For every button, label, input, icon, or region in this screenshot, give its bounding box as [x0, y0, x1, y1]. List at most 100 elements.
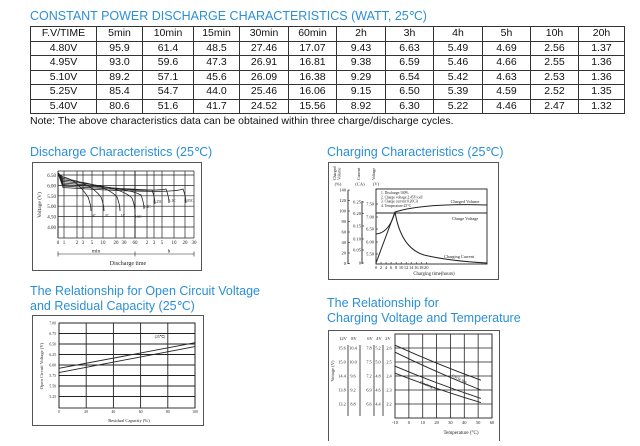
volume-tick-label: 20 — [342, 251, 347, 256]
voltage-scale-label: 15.0 — [338, 360, 346, 365]
value-cell: 6.50 — [385, 84, 434, 100]
y-tick-label: 5.50 — [47, 195, 56, 200]
temp-chart-title-1: The Relationship for — [327, 296, 439, 310]
value-cell: 1.35 — [578, 84, 625, 100]
voltage-scale-label: 2.3 — [386, 388, 391, 393]
discharge-curve — [57, 172, 136, 213]
value-cell: 15.56 — [288, 98, 337, 114]
x-tick-label: 60 — [490, 420, 495, 425]
table-header-row: F.V/TIME 5min 10min 15min 30min 60min 2h 3h 4h 5h… — [30, 26, 625, 42]
curve-label: 0.4C — [143, 205, 151, 209]
voltage-scale-label: 4.4 — [375, 402, 381, 407]
current-tick-label: 0 — [359, 261, 362, 266]
table-row: 5.10V 89.2 57.1 45.6 26.09 16.38 9.29 6.54 5.42 4… — [30, 69, 625, 85]
y-axis-label: Open Circuit Voltage (V) — [39, 342, 44, 389]
condition-note: 4. Temperature:25°C — [381, 204, 412, 208]
condition-note: 3. Charge current:0.20CA — [381, 200, 419, 204]
x-tick-label: 20 — [114, 241, 120, 246]
curve-label: 2C — [105, 214, 110, 218]
x-tick-label: 10 — [172, 241, 178, 246]
value-cell: 95.9 — [96, 40, 143, 56]
current-curve — [394, 211, 488, 264]
x-axis-label: Charging time(hours) — [413, 272, 455, 277]
table-title: CONSTANT POWER DISCHARGE CHARACTERISTICS… — [30, 9, 427, 23]
table-row: 5.25V 85.4 54.7 44.0 25.46 16.06 9.15 6.50 5.39 4… — [30, 84, 625, 100]
charging-chart: ChargedVolume (%) Current (CA) Voltage (V) 140… — [328, 162, 499, 280]
volume-tick-label: 120 — [339, 198, 347, 203]
value-cell: 6.63 — [385, 40, 434, 56]
value-cell: 4.46 — [482, 98, 531, 114]
y-tick-label: 5.25 — [49, 395, 56, 399]
voltage-cell: 4.80V — [30, 40, 97, 56]
voltage-tick-label: 6.00 — [366, 240, 375, 245]
volume-tick-label: 60 — [342, 230, 347, 235]
column-header: 30min — [239, 26, 289, 42]
discharge-curve — [57, 172, 170, 204]
column-header: 15min — [193, 26, 240, 42]
column-header: 3h — [385, 26, 434, 42]
voltage-scale-label: 2.6 — [386, 346, 392, 351]
x-tick-label: 18 — [419, 265, 424, 270]
value-cell: 2.52 — [530, 84, 579, 100]
current-tick-label: 0.10 — [353, 237, 362, 242]
voltage-tick-label: 7.50 — [366, 202, 375, 207]
value-cell: 16.81 — [288, 55, 337, 71]
voltage-scale-label: 7.2 — [366, 374, 371, 379]
charging-chart-svg: ChargedVolume(%)Current(CA)Voltage(V)140… — [332, 167, 488, 277]
charged-volume-curve — [375, 204, 488, 264]
value-cell: 89.2 — [96, 69, 143, 85]
x-tick-label: 0 — [57, 241, 60, 246]
voltage-column-head: 2V — [385, 336, 391, 341]
ocv-line — [58, 346, 196, 374]
float-use-upper — [394, 365, 482, 399]
x-axis-label: Temperature (°C) — [443, 431, 478, 436]
value-cell: 6.59 — [385, 55, 434, 71]
x-tick-label: 60 — [133, 241, 139, 246]
x-tick-label: -10 — [392, 420, 399, 425]
charge-voltage-label: Charge Voltage — [452, 216, 478, 221]
voltage-scale-label: 13.2 — [338, 402, 346, 407]
y-tick-label: 6.25 — [49, 353, 56, 357]
temp-chart: 12V 8V 6V 4V 2V 15.6 10.4 7.8 5.2 2.6 15.0 10.0 7.5 5… — [328, 330, 500, 441]
value-cell: 1.36 — [578, 69, 625, 85]
column-header: 4h — [433, 26, 483, 42]
value-cell: 85.4 — [96, 84, 143, 100]
column-header: 2h — [336, 26, 386, 42]
discharge-curve — [57, 172, 187, 204]
curve-label: 3C — [92, 214, 97, 218]
y-tick-label: 6.00 — [47, 184, 56, 189]
plot-frame — [58, 322, 196, 409]
x-tick-label: 12 — [404, 265, 409, 270]
value-cell: 24.52 — [239, 98, 289, 114]
voltage-scale-label: 10.0 — [349, 360, 357, 365]
value-cell: 41.7 — [193, 98, 240, 114]
table-row: 4.95V 93.0 59.6 47.3 26.91 16.81 9.38 6.59 5.46 4… — [30, 55, 625, 71]
value-cell: 51.6 — [142, 98, 194, 114]
column-header: 10h — [530, 26, 579, 42]
column-header: 60min — [288, 26, 337, 42]
discharge-curve — [57, 172, 105, 212]
value-cell: 2.56 — [530, 40, 579, 56]
y-tick-label: 7.00 — [49, 321, 56, 325]
voltage-scale-label: 4.8 — [375, 374, 380, 379]
min-label: min — [92, 249, 101, 255]
voltage-cell: 5.25V — [30, 84, 97, 100]
temp-chart-title-2: Charging Voltage and Temperature — [327, 311, 521, 325]
charging-chart-title: Charging Characteristics (25℃) — [327, 145, 504, 159]
column-header: 20h — [578, 26, 625, 42]
voltage-tick-label: 5.50 — [366, 252, 375, 257]
voltage-scale-label: 5.2 — [375, 346, 380, 351]
y-axis-label: Voltage (V) — [36, 192, 43, 218]
x-tick-label: 20 — [84, 410, 88, 414]
value-cell: 2.47 — [530, 98, 579, 114]
x-tick-label: 3 — [82, 241, 85, 246]
x-tick-label: 0 — [375, 265, 378, 270]
value-cell: 2.55 — [530, 55, 579, 71]
charged-volume-label: Charged Volume — [451, 199, 480, 204]
plot-frame — [375, 188, 488, 265]
voltage-scale-label: 7.8 — [366, 346, 371, 351]
current-tick-label: 0.05 — [353, 248, 362, 253]
charging-current-label: Charging Current — [444, 254, 475, 259]
volume-tick-label: 100 — [339, 209, 347, 214]
table-row: 5.40V 80.6 51.6 41.7 24.52 15.56 8.92 6.30 5.22 4… — [30, 98, 625, 114]
